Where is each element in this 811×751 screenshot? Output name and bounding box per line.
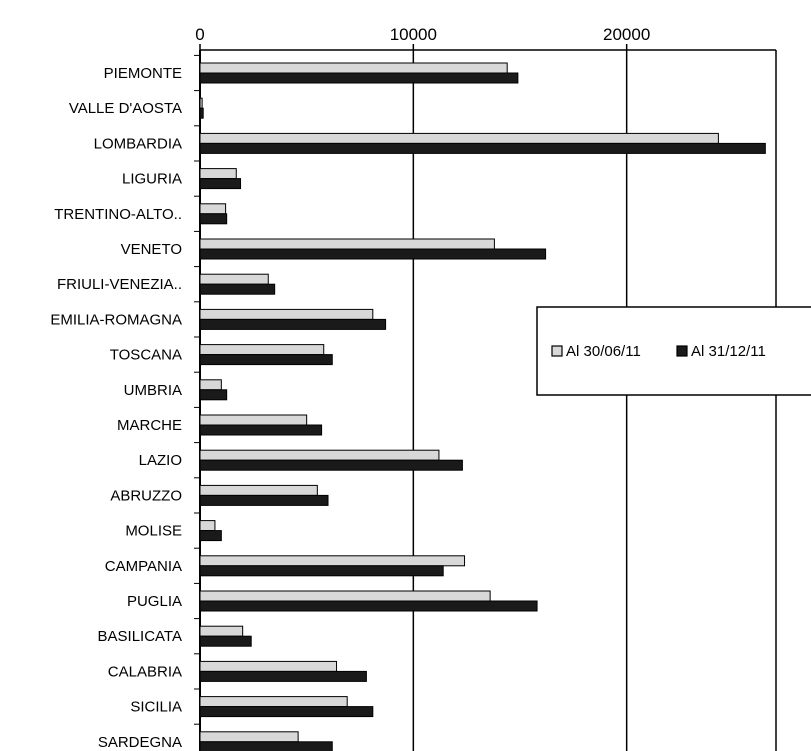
category-label: LOMBARDIA	[94, 135, 182, 152]
legend-box	[536, 306, 811, 396]
bar-al-30-06-11	[199, 308, 374, 320]
category-label: PIEMONTE	[104, 65, 182, 82]
legend: Al 30/06/11 Al 31/12/11	[536, 306, 811, 396]
bar-al-30-06-11	[199, 97, 203, 109]
x-tick-label: 10000	[390, 25, 437, 44]
category-label: BASILICATA	[98, 628, 182, 645]
bar-al-30-06-11	[199, 696, 348, 708]
bar-al-31-12-11	[199, 107, 204, 119]
bar-al-30-06-11	[199, 484, 318, 496]
legend-swatch	[551, 345, 563, 357]
bar-al-30-06-11	[199, 414, 308, 426]
legend-label: Al 31/12/11	[691, 343, 766, 360]
bar-al-31-12-11	[199, 142, 766, 154]
category-label: PUGLIA	[127, 593, 182, 610]
category-label: SICILIA	[130, 699, 182, 716]
gridlines	[199, 49, 777, 751]
bar-al-31-12-11	[199, 318, 387, 330]
category-label: VALLE D'AOSTA	[69, 100, 182, 117]
bar-al-31-12-11	[199, 741, 333, 751]
category-label: ABRUZZO	[110, 487, 182, 504]
bar-al-30-06-11	[199, 449, 440, 461]
bar-al-31-12-11	[199, 213, 228, 225]
x-tick-label: 20000	[603, 25, 650, 44]
bar-al-30-06-11	[199, 62, 508, 74]
bar-al-30-06-11	[199, 132, 719, 144]
bar-al-30-06-11	[199, 379, 222, 391]
bar-al-31-12-11	[199, 72, 519, 84]
bar-al-30-06-11	[199, 520, 216, 532]
category-label: UMBRIA	[124, 382, 182, 399]
legend-swatch	[676, 345, 688, 357]
category-label: TOSCANA	[110, 347, 182, 364]
category-label: SARDEGNA	[98, 734, 182, 751]
bar-al-30-06-11	[199, 625, 244, 637]
bar-al-31-12-11	[199, 389, 228, 401]
category-label: CALABRIA	[108, 663, 182, 680]
bar-al-30-06-11	[199, 590, 491, 602]
bar-al-31-12-11	[199, 494, 329, 506]
category-label: MOLISE	[125, 523, 182, 540]
bar-al-30-06-11	[199, 660, 338, 672]
legend-label: Al 30/06/11	[566, 343, 641, 360]
category-label: CAMPANIA	[105, 558, 182, 575]
bar-al-30-06-11	[199, 555, 466, 567]
x-tick-label: 0	[195, 25, 204, 44]
bar-al-31-12-11	[199, 670, 367, 682]
bar-al-30-06-11	[199, 344, 325, 356]
bar-al-31-12-11	[199, 635, 252, 647]
bar-al-30-06-11	[199, 203, 227, 215]
bar-al-31-12-11	[199, 459, 463, 471]
category-label: LIGURIA	[122, 171, 182, 188]
bar-al-31-12-11	[199, 178, 242, 190]
category-label: TRENTINO-ALTO..	[54, 206, 182, 223]
x-tick-labels: 0 10000 20000	[195, 25, 650, 50]
bar-al-31-12-11	[199, 248, 547, 260]
bar-al-30-06-11	[199, 273, 269, 285]
category-labels: PIEMONTE VALLE D'AOSTA LOMBARDIA LIGURIA TRE…	[50, 54, 200, 751]
bar-al-30-06-11	[199, 168, 237, 180]
bar-al-31-12-11	[199, 565, 444, 577]
bar-al-30-06-11	[199, 238, 495, 250]
category-label: EMILIA-ROMAGNA	[50, 311, 182, 328]
category-label: LAZIO	[139, 452, 182, 469]
category-label: FRIULI-VENEZIA..	[57, 276, 182, 293]
bar-al-31-12-11	[199, 424, 323, 436]
bars	[199, 62, 766, 751]
category-label: VENETO	[121, 241, 182, 258]
bar-al-31-12-11	[199, 600, 538, 612]
bar-al-31-12-11	[199, 530, 222, 542]
category-label: MARCHE	[117, 417, 182, 434]
bar-al-31-12-11	[199, 354, 333, 366]
bar-al-31-12-11	[199, 706, 374, 718]
bar-al-30-06-11	[199, 731, 299, 743]
bar-al-31-12-11	[199, 283, 276, 295]
